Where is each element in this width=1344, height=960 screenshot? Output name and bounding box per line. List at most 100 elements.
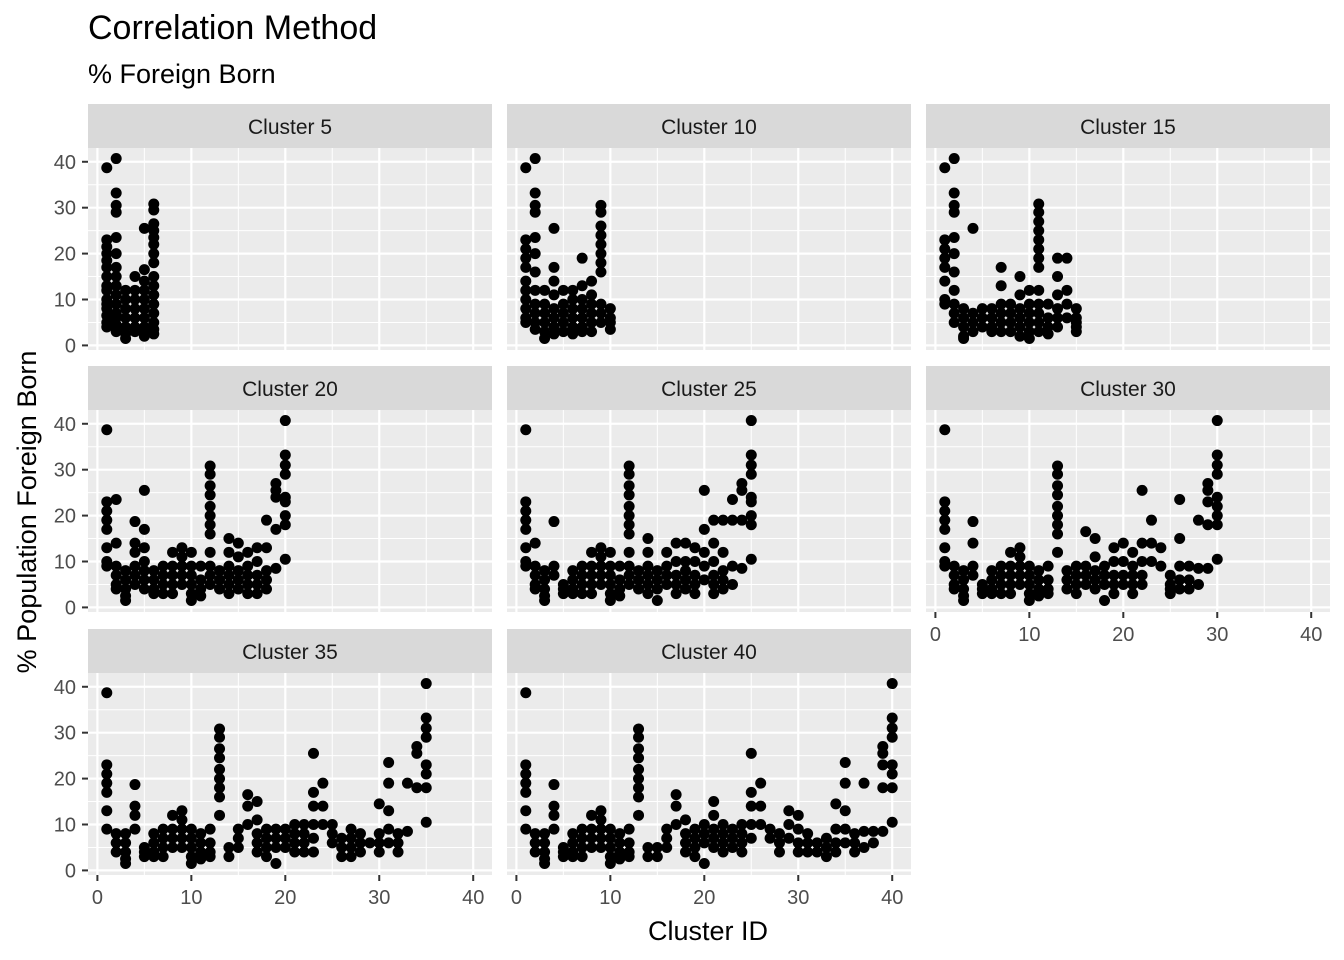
data-point [670, 588, 682, 600]
data-point [148, 565, 160, 577]
data-point [373, 837, 385, 849]
data-point [1033, 198, 1045, 210]
data-point [595, 248, 607, 260]
data-point [623, 823, 635, 835]
data-point [129, 271, 141, 283]
data-point [886, 722, 898, 734]
data-point [1023, 595, 1035, 607]
data-point [1202, 496, 1214, 508]
data-point [214, 752, 226, 764]
data-point [251, 569, 263, 581]
data-point [986, 588, 998, 600]
data-point [529, 846, 541, 858]
y-tick-label: 30 [54, 198, 76, 220]
data-point [261, 574, 273, 586]
data-point [670, 800, 682, 812]
data-point [298, 828, 310, 840]
data-point [176, 832, 188, 844]
data-point [110, 289, 122, 301]
data-point [520, 294, 532, 305]
data-point [204, 460, 216, 472]
data-point [642, 588, 654, 600]
data-point [383, 823, 395, 835]
data-point [614, 560, 626, 572]
data-point [195, 837, 207, 849]
data-point [1052, 312, 1064, 324]
data-point [176, 823, 188, 835]
data-point [520, 560, 532, 572]
data-point [120, 333, 132, 345]
data-point [251, 837, 263, 849]
data-point [595, 257, 607, 269]
facet-strip [88, 629, 492, 673]
data-point [307, 747, 319, 759]
data-point [783, 832, 795, 844]
data-point [661, 832, 673, 844]
data-point [204, 468, 216, 480]
data-point [1005, 560, 1017, 572]
data-point [595, 206, 607, 218]
data-point [670, 537, 682, 549]
data-point [661, 841, 673, 853]
data-point [1211, 415, 1223, 427]
data-point [317, 777, 329, 789]
data-point [745, 832, 757, 844]
data-point [195, 574, 207, 586]
data-point [576, 832, 588, 844]
data-point [576, 588, 588, 600]
data-point [1089, 551, 1101, 563]
data-point [745, 415, 757, 427]
data-point [633, 752, 645, 764]
data-point [1136, 556, 1148, 567]
data-point [595, 551, 607, 563]
data-point [633, 731, 645, 743]
data-point [939, 424, 951, 436]
data-point [576, 252, 588, 264]
data-point [1202, 519, 1214, 531]
data-point [1061, 565, 1073, 577]
data-point [307, 846, 319, 858]
data-point [967, 326, 979, 338]
data-point [354, 828, 366, 840]
data-point [1136, 569, 1148, 581]
data-point [411, 782, 423, 794]
data-point [1127, 588, 1139, 600]
data-point [839, 777, 851, 789]
data-point [420, 768, 432, 780]
data-point [148, 328, 160, 340]
data-point [698, 819, 710, 830]
data-point [1033, 215, 1045, 227]
data-point [651, 583, 663, 595]
data-point [157, 832, 169, 844]
data-point [1211, 510, 1223, 522]
data-point [167, 841, 179, 853]
data-point [520, 523, 532, 535]
facet-strip-label: Cluster 25 [661, 378, 757, 401]
data-point [976, 321, 988, 333]
data-point [811, 837, 823, 849]
data-point [792, 809, 804, 821]
data-point [101, 777, 113, 789]
data-point [326, 819, 338, 830]
data-point [967, 222, 979, 234]
data-point [886, 731, 898, 743]
data-point [1005, 588, 1017, 600]
data-point [1192, 562, 1204, 574]
data-point [1014, 578, 1026, 590]
data-point [689, 832, 701, 844]
data-point [939, 560, 951, 572]
data-point [392, 828, 404, 840]
data-point [529, 323, 541, 335]
data-point [110, 206, 122, 218]
data-point [595, 823, 607, 835]
data-point [1052, 519, 1064, 531]
data-point [604, 823, 616, 835]
data-point [633, 763, 645, 775]
data-point [586, 560, 598, 572]
data-point [176, 805, 188, 817]
data-point [129, 809, 141, 821]
data-point [995, 298, 1007, 310]
data-point [939, 243, 951, 255]
data-point [520, 768, 532, 780]
data-point [529, 187, 541, 199]
